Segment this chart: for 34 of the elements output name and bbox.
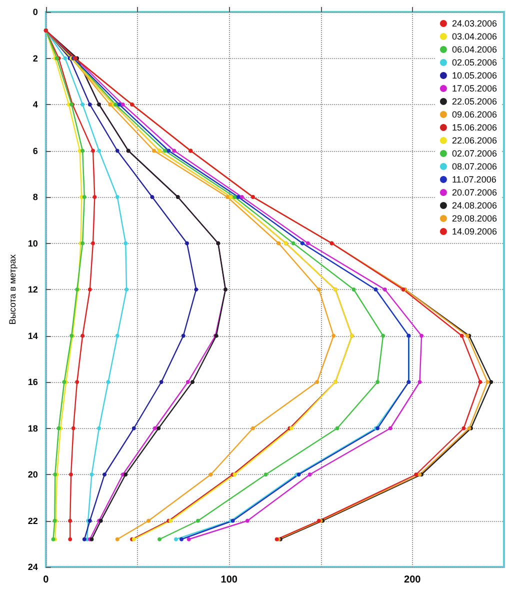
legend-label: 11.07.2006	[452, 174, 496, 184]
y-tick-label: 22	[28, 516, 38, 526]
y-tick-label: 4	[32, 100, 38, 110]
y-tick-label: 16	[28, 377, 38, 387]
x-tick-label: 100	[220, 574, 238, 586]
legend-label: 17.05.2006	[452, 84, 498, 94]
legend-label: 20.07.2006	[452, 188, 498, 198]
y-tick-label: 0	[32, 7, 38, 17]
legend-label: 24.08.2006	[452, 200, 498, 210]
legend-label: 02.05.2006	[452, 58, 498, 68]
legend-label: 22.06.2006	[452, 136, 498, 146]
legend-label: 14.09.2006	[452, 226, 498, 236]
legend-label: 24.03.2006	[452, 18, 498, 28]
legend-label: 10.05.2006	[452, 70, 498, 80]
x-tick-label: 0	[43, 574, 50, 586]
legend-label: 06.04.2006	[452, 44, 498, 54]
x-tick-label: 200	[404, 574, 422, 586]
legend-label: 29.08.2006	[452, 214, 498, 224]
legend-label: 22.05.2006	[452, 96, 498, 106]
y-tick-label: 2	[32, 53, 38, 64]
legend-label: 08.07.2006	[452, 162, 498, 172]
legend-label: 15.06.2006	[452, 122, 498, 132]
y-tick-label: 24	[28, 562, 38, 572]
legend-label: 03.04.2006	[452, 32, 498, 42]
y-tick-label: 8	[32, 192, 38, 202]
legend-label: 02.07.2006	[452, 148, 498, 158]
y-tick-label: 20	[28, 470, 38, 480]
legend-label: 09.06.2006	[452, 110, 498, 120]
y-tick-label: 6	[32, 146, 38, 156]
y-axis-title: Высота в метрах	[8, 254, 18, 325]
y-tick-label: 14	[28, 330, 38, 341]
y-tick-label: 18	[28, 423, 38, 434]
y-tick-label: 10	[28, 238, 38, 248]
y-tick-label: 12	[28, 284, 38, 294]
